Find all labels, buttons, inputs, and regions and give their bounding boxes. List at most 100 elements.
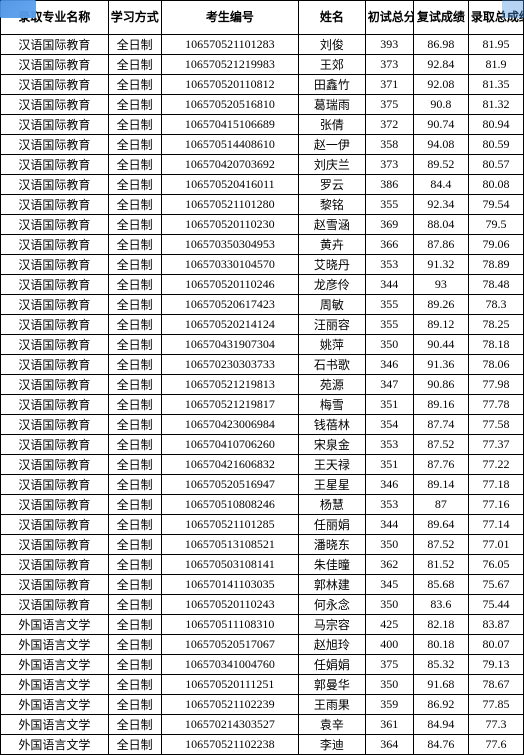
table-row: 汉语国际教育全日制106570521101285任丽娟34489.6477.14	[1, 515, 524, 535]
table-cell: 全日制	[108, 575, 161, 595]
table-cell: 346	[365, 355, 413, 375]
table-row: 汉语国际教育全日制106570415106689张倩37290.7480.94	[1, 115, 524, 135]
table-cell: 358	[365, 135, 413, 155]
table-cell: 106570503108141	[161, 555, 299, 575]
table-cell: 86.98	[413, 35, 468, 55]
table-cell: 王天禄	[299, 455, 366, 475]
table-cell: 106570520516810	[161, 95, 299, 115]
table-cell: 全日制	[108, 495, 161, 515]
table-cell: 王雨果	[299, 695, 366, 715]
table-cell: 373	[365, 55, 413, 75]
table-row: 汉语国际教育全日制106570420703692刘庆兰37389.5280.57	[1, 155, 524, 175]
table-cell: 全日制	[108, 35, 161, 55]
table-cell: 87.52	[413, 535, 468, 555]
table-cell: 全日制	[108, 75, 161, 95]
table-cell: 全日制	[108, 415, 161, 435]
table-cell: 106570510808246	[161, 495, 299, 515]
table-cell: 393	[365, 35, 413, 55]
table-cell: 汉语国际教育	[1, 575, 109, 595]
table-cell: 77.22	[468, 455, 523, 475]
table-cell: 全日制	[108, 295, 161, 315]
table-cell: 91.68	[413, 675, 468, 695]
table-row: 汉语国际教育全日制106570520110243何永念35083.675.44	[1, 595, 524, 615]
table-cell: 郭林建	[299, 575, 366, 595]
table-cell: 106570520111251	[161, 675, 299, 695]
table-row: 汉语国际教育全日制106570520110246龙彦伶3449378.48	[1, 275, 524, 295]
table-row: 汉语国际教育全日制106570514408610赵一伊35894.0880.59	[1, 135, 524, 155]
table-cell: 87	[413, 495, 468, 515]
table-cell: 106570520617423	[161, 295, 299, 315]
table-cell: 77.18	[468, 475, 523, 495]
table-cell: 350	[365, 335, 413, 355]
table-cell: 全日制	[108, 435, 161, 455]
table-row: 汉语国际教育全日制106570520516810葛瑞雨37590.881.32	[1, 95, 524, 115]
table-cell: 全日制	[108, 235, 161, 255]
table-cell: 任丽娟	[299, 515, 366, 535]
table-row: 汉语国际教育全日制106570520617423周敏35589.2678.3	[1, 295, 524, 315]
table-cell: 汉语国际教育	[1, 55, 109, 75]
table-cell: 361	[365, 715, 413, 735]
table-cell: 汉语国际教育	[1, 495, 109, 515]
table-row: 汉语国际教育全日制106570423006984钱蓓林35487.7477.58	[1, 415, 524, 435]
table-cell: 87.74	[413, 415, 468, 435]
table-cell: 80.07	[468, 635, 523, 655]
table-cell: 351	[365, 455, 413, 475]
table-cell: 全日制	[108, 535, 161, 555]
table-cell: 106570521101283	[161, 35, 299, 55]
table-cell: 全日制	[108, 615, 161, 635]
table-cell: 汉语国际教育	[1, 195, 109, 215]
table-cell: 400	[365, 635, 413, 655]
table-cell: 汉语国际教育	[1, 255, 109, 275]
table-cell: 75.44	[468, 595, 523, 615]
table-cell: 汪丽容	[299, 315, 366, 335]
table-cell: 350	[365, 675, 413, 695]
table-cell: 77.78	[468, 395, 523, 415]
table-cell: 78.67	[468, 675, 523, 695]
table-cell: 81.35	[468, 75, 523, 95]
table-cell: 375	[365, 655, 413, 675]
table-cell: 李迪	[299, 735, 366, 755]
table-cell: 106570520110243	[161, 595, 299, 615]
table-row: 汉语国际教育全日制106570520214124汪丽容35589.1278.25	[1, 315, 524, 335]
table-cell: 425	[365, 615, 413, 635]
table-cell: 全日制	[108, 175, 161, 195]
table-cell: 77.98	[468, 375, 523, 395]
table-cell: 马宗容	[299, 615, 366, 635]
table-cell: 赵旭玲	[299, 635, 366, 655]
table-cell: 85.68	[413, 575, 468, 595]
table-cell: 汉语国际教育	[1, 295, 109, 315]
table-cell: 77.01	[468, 535, 523, 555]
table-cell: 81.52	[413, 555, 468, 575]
table-cell: 90.86	[413, 375, 468, 395]
table-cell: 87.76	[413, 455, 468, 475]
table-cell: 106570214303527	[161, 715, 299, 735]
table-cell: 朱佳曈	[299, 555, 366, 575]
col-header-4: 初试总分	[365, 1, 413, 35]
table-cell: 106570514408610	[161, 135, 299, 155]
table-cell: 78.89	[468, 255, 523, 275]
table-row: 汉语国际教育全日制106570141103035郭林建34585.6875.67	[1, 575, 524, 595]
table-row: 外国语言文学全日制106570520517067赵旭玲40080.1880.07	[1, 635, 524, 655]
table-cell: 372	[365, 115, 413, 135]
table-cell: 82.18	[413, 615, 468, 635]
table-cell: 350	[365, 535, 413, 555]
table-cell: 外国语言文学	[1, 615, 109, 635]
table-cell: 80.18	[413, 635, 468, 655]
table-cell: 全日制	[108, 95, 161, 115]
table-cell: 362	[365, 555, 413, 575]
table-cell: 全日制	[108, 275, 161, 295]
table-cell: 全日制	[108, 635, 161, 655]
table-cell: 杨慧	[299, 495, 366, 515]
table-cell: 106570521219983	[161, 55, 299, 75]
table-cell: 106570330104570	[161, 255, 299, 275]
table-cell: 106570520517067	[161, 635, 299, 655]
table-cell: 373	[365, 155, 413, 175]
table-cell: 90.74	[413, 115, 468, 135]
table-cell: 全日制	[108, 715, 161, 735]
table-cell: 张倩	[299, 115, 366, 135]
table-cell: 汉语国际教育	[1, 315, 109, 335]
table-cell: 92.84	[413, 55, 468, 75]
table-row: 汉语国际教育全日制106570510808246杨慧3538777.16	[1, 495, 524, 515]
table-cell: 106570511108310	[161, 615, 299, 635]
table-cell: 81.9	[468, 55, 523, 75]
